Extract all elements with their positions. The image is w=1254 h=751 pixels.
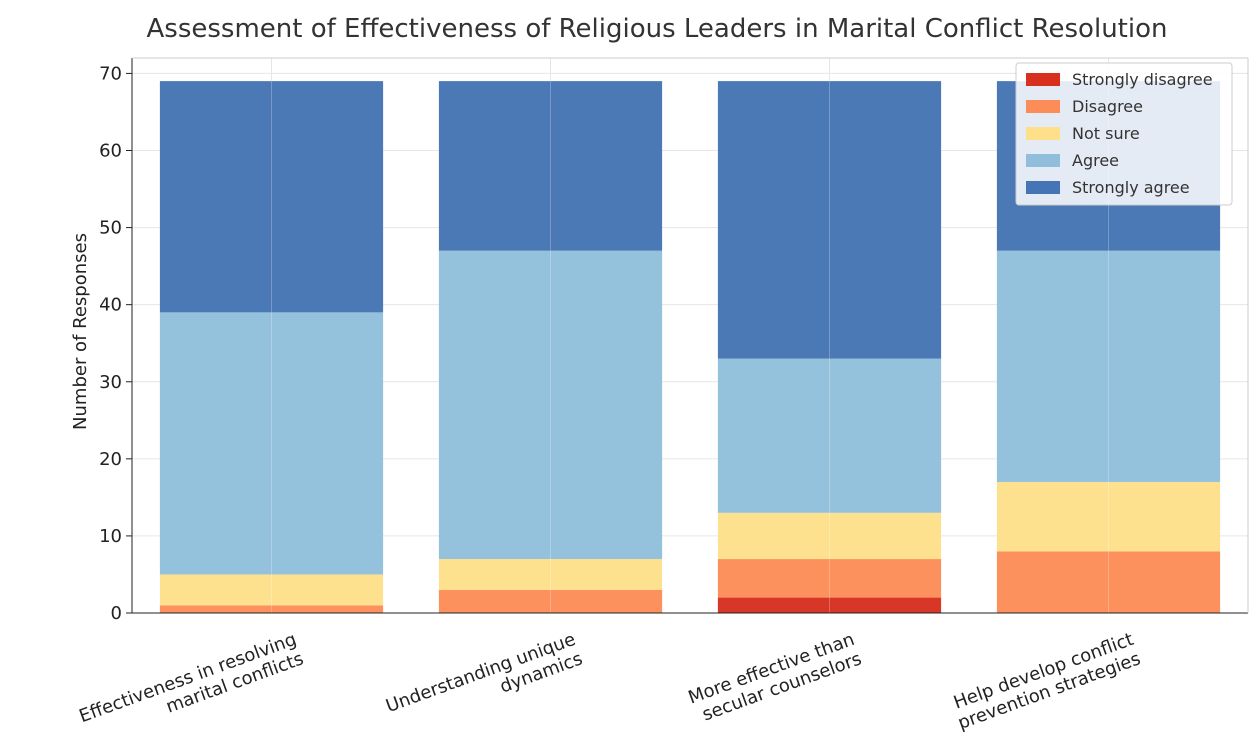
y-tick-label: 70 <box>99 63 122 84</box>
legend-label: Strongly disagree <box>1072 70 1213 89</box>
bar-segment-not-sure <box>717 512 942 560</box>
legend-swatch <box>1026 73 1060 86</box>
bar-segment-strongly-agree <box>717 81 942 359</box>
x-category-label: Help develop conflictprevention strategi… <box>948 629 1143 734</box>
legend-label: Not sure <box>1072 124 1140 143</box>
y-tick-label: 60 <box>99 141 122 162</box>
bar-segment-strongly-agree <box>438 81 663 251</box>
y-tick-labels: 0 10 20 30 40 50 60 70 <box>99 63 122 624</box>
y-tick-label: 50 <box>99 218 122 239</box>
x-category-label: Effectiveness in resolvingmarital confli… <box>76 629 306 747</box>
legend-swatch <box>1026 100 1060 113</box>
bars <box>159 81 1221 613</box>
y-tick-label: 30 <box>99 372 122 393</box>
y-tick-label: 10 <box>99 526 122 547</box>
legend-box <box>1015 62 1233 206</box>
y-tick-label: 0 <box>111 603 122 624</box>
bar-segment-not-sure <box>159 574 384 606</box>
legend-label: Agree <box>1072 151 1119 170</box>
bar-segment-agree <box>159 312 384 575</box>
x-category-label: More effective thansecular counselors <box>686 629 865 728</box>
bar-segment-strongly-disagree <box>717 597 942 613</box>
x-category-labels: Effectiveness in resolvingmarital confli… <box>76 629 1143 747</box>
y-axis-label: Number of Responses <box>70 233 91 430</box>
bar-segment-disagree <box>159 605 384 613</box>
chart-title: Assessment of Effectiveness of Religious… <box>146 14 1168 44</box>
bar-segment-agree <box>996 250 1221 482</box>
y-tick-label: 40 <box>99 295 122 316</box>
legend-label: Strongly agree <box>1072 178 1190 197</box>
legend-label: Disagree <box>1072 97 1143 116</box>
bar-segment-agree <box>438 250 663 560</box>
bar-segment-disagree <box>438 589 663 613</box>
x-category-label: Understanding uniquedynamics <box>383 629 585 737</box>
axes <box>126 57 1249 614</box>
bar-segment-not-sure <box>438 559 663 590</box>
legend-swatch <box>1026 127 1060 140</box>
bar-segment-disagree <box>717 559 942 598</box>
bar-segment-not-sure <box>996 481 1221 552</box>
bar-segment-disagree <box>996 551 1221 613</box>
legend: Strongly disagree Disagree Not sure Agree St… <box>1015 62 1233 206</box>
legend-swatch <box>1026 154 1060 167</box>
legend-swatch <box>1026 181 1060 194</box>
bar-segment-strongly-agree <box>159 81 384 313</box>
y-tick-label: 20 <box>99 449 122 470</box>
bar-segment-agree <box>717 358 942 513</box>
